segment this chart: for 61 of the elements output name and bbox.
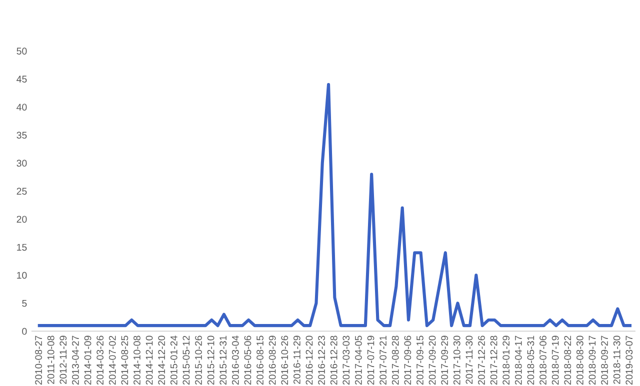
x-tick-label: 2015-12-10: [207, 336, 214, 385]
x-tick-label: 2017-12-26: [478, 336, 485, 385]
x-tick-label: 2018-05-31: [527, 336, 534, 385]
x-tick-label: 2016-05-06: [244, 336, 252, 385]
x-tick-label: 2014-01-09: [84, 336, 92, 385]
x-tick-label: 2017-09-20: [428, 336, 436, 385]
x-tick-label: 2015-12-31: [220, 336, 227, 385]
y-tick-label: 35: [16, 132, 27, 139]
y-tick-label: 15: [17, 244, 27, 251]
x-tick-label: 2015-10-26: [195, 336, 202, 385]
x-tick-label: 2015-01-24: [170, 336, 178, 385]
x-tick-label: 2017-08-28: [392, 336, 399, 385]
x-tick-label: 2016-03-04: [232, 336, 239, 385]
x-tick-label: 2017-07-19: [367, 336, 374, 385]
x-tick-label: 2016-08-29: [268, 336, 276, 385]
x-tick-label: 2017-07-21: [380, 336, 386, 385]
x-tick-label: 2011-10-08: [47, 336, 54, 384]
x-tick-label: 2019-03-07: [626, 336, 633, 385]
x-tick-label: 2016-10-26: [281, 336, 288, 385]
x-tick-label: 2017-12-28: [490, 336, 498, 385]
x-tick-label: 2016-11-29: [293, 336, 300, 384]
x-tick-label: 2015-05-12: [182, 336, 190, 385]
x-tick-label: 2013-04-27: [72, 336, 79, 385]
y-tick-label: 40: [16, 104, 27, 111]
x-tick-label: 2018-07-19: [552, 336, 559, 385]
x-tick-label: 2016-12-28: [330, 336, 338, 385]
y-tick-label: 0: [22, 328, 27, 335]
x-tick-label: 2010-08-27: [35, 336, 42, 385]
x-tick-label: 2017-03-03: [342, 336, 350, 385]
line-series: [38, 83, 632, 328]
y-tick-label: 5: [22, 300, 27, 307]
x-tick-label: 2018-09-27: [601, 336, 608, 385]
x-tick-label: 2014-12-20: [158, 336, 166, 385]
x-tick-label: 2018-04-17: [514, 336, 522, 385]
y-tick-label: 50: [16, 48, 27, 55]
x-tick-label: 2018-01-29: [502, 336, 510, 385]
x-tick-label: 2014-07-02: [108, 336, 116, 385]
x-tick-label: 2017-09-29: [441, 336, 448, 385]
x-tick-label: 2018-09-17: [588, 336, 596, 385]
y-tick-label: 20: [16, 216, 27, 223]
y-tick-label: 30: [16, 160, 27, 167]
x-tick-label: 2014-08-25: [121, 336, 128, 385]
x-tick-label: 2016-12-20: [306, 336, 313, 385]
x-tick-label: 2014-03-26: [96, 336, 104, 385]
y-tick-label: 45: [16, 76, 27, 83]
x-tick-label: 2014-12-10: [146, 336, 153, 385]
x-tick-label: 2018-08-22: [564, 336, 572, 385]
x-tick-label: 2018-08-30: [576, 336, 584, 385]
x-tick-label: 2018-11-30: [613, 336, 620, 384]
x-tick-label: 2017-04-05: [355, 336, 362, 385]
x-tick-label: 2017-09-15: [416, 336, 424, 385]
x-tick-label: 2016-08-15: [256, 336, 264, 385]
x-tick-label: 2017-10-30: [453, 336, 460, 385]
y-tick-label: 25: [16, 188, 27, 195]
x-tick-label: 2017-09-06: [404, 336, 412, 385]
x-tick-label: 2014-10-08: [134, 336, 140, 385]
x-tick-label: 2018-07-06: [540, 336, 546, 385]
y-tick-label: 10: [17, 272, 27, 279]
x-tick-label: 2016-12-23: [318, 336, 325, 385]
x-tick-label: 2017-11-30: [466, 336, 473, 384]
x-tick-label: 2012-11-29: [60, 336, 67, 384]
